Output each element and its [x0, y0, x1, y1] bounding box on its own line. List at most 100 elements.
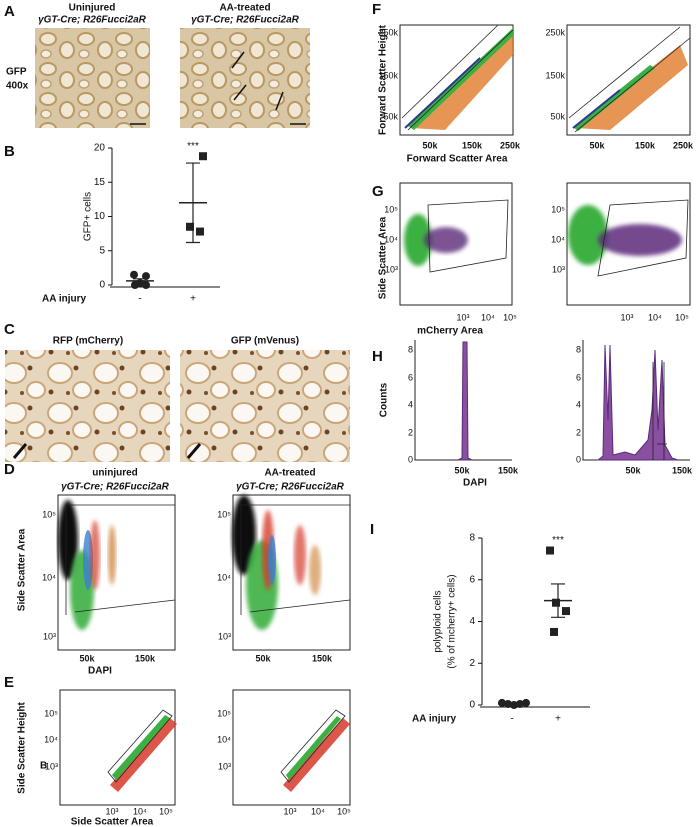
- axis-label: (% of mcherry+ cells): [447, 574, 458, 668]
- axis-label: AA injury: [42, 294, 87, 305]
- flow-plot: [566, 24, 691, 136]
- y-tick-label: 0: [576, 454, 581, 464]
- y-tick-label: 8: [576, 344, 581, 354]
- y-tick-label: 50k: [550, 111, 565, 121]
- x-tick-label: 150k: [312, 653, 333, 663]
- data-point: [498, 698, 506, 707]
- y-tick-label: 10⁴: [551, 234, 565, 244]
- y-tick-label: 10³: [45, 761, 58, 771]
- genotype: γGT-Cre; R26Fucci2aR: [61, 482, 170, 493]
- data-point: [546, 546, 554, 555]
- error-bar: [133, 278, 147, 284]
- flow-plot: [566, 182, 691, 306]
- x-tick-label: 10³: [283, 806, 296, 816]
- panel-label: F: [372, 1, 381, 18]
- axis-label: GFP+ cells: [83, 192, 94, 241]
- y-tick-label: 4: [408, 399, 413, 409]
- x-tick-label: -: [138, 294, 141, 305]
- y-tick-label: 10³: [218, 631, 231, 641]
- y-tick-label: 50k: [383, 111, 398, 121]
- y-tick-label: 150k: [545, 70, 565, 80]
- x-tick-label: 50k: [255, 653, 271, 663]
- data-point: [186, 222, 194, 231]
- y-tick-label: 8: [408, 344, 413, 354]
- panel-label: B: [4, 143, 15, 160]
- panel-label: I: [370, 521, 374, 538]
- x-tick-label: 150k: [672, 465, 693, 475]
- axis-label: DAPI: [88, 666, 112, 677]
- y-tick-label: 8: [469, 533, 475, 544]
- y-tick-label: 10⁵: [44, 708, 58, 718]
- x-tick-label: 10³: [105, 806, 118, 816]
- histogram: [582, 340, 690, 461]
- x-tick-label: 10⁵: [675, 312, 689, 322]
- panel-label: A: [4, 3, 15, 20]
- y-tick-label: 10³: [218, 761, 231, 771]
- arrows: [130, 51, 306, 125]
- y-tick-label: 10: [94, 211, 106, 222]
- flow-plot: [232, 494, 351, 651]
- panel-label: H: [372, 348, 383, 365]
- flow-plot: [59, 689, 177, 806]
- y-tick-label: 6: [469, 574, 475, 585]
- y-tick-label: 2: [576, 427, 581, 437]
- data-point: [142, 281, 150, 289]
- y-tick-label: 10⁴: [44, 734, 58, 744]
- y-tick-label: 10³: [552, 264, 565, 274]
- stain-label: GFP: [6, 67, 27, 78]
- x-tick-label: 250k: [500, 140, 521, 150]
- data-point: [550, 627, 558, 636]
- data-point: [562, 607, 570, 616]
- image-title: AA-treated: [219, 3, 270, 14]
- data-point: [130, 270, 138, 279]
- y-tick-label: 10⁵: [217, 509, 231, 519]
- x-tick-label: 150k: [635, 140, 656, 150]
- x-tick-label: 150k: [135, 653, 156, 663]
- micrograph: [35, 28, 150, 128]
- x-tick-label: 10⁵: [159, 806, 173, 816]
- flow-plot: [399, 24, 514, 136]
- x-tick-label: 10⁴: [133, 806, 147, 816]
- y-tick-label: 6: [408, 372, 413, 382]
- x-tick-label: 10⁵: [503, 312, 517, 322]
- y-tick-label: 10⁵: [551, 204, 565, 214]
- x-tick-label: 50k: [589, 140, 605, 150]
- x-tick-label: 10⁴: [481, 312, 495, 322]
- arrows: [12, 443, 202, 459]
- x-tick-label: 150k: [462, 140, 483, 150]
- x-tick-label: 10³: [456, 312, 469, 322]
- image-title: RFP (mCherry): [53, 336, 123, 347]
- genotype: γGT-Cre; R26Fucci2aR: [191, 15, 300, 26]
- y-tick-label: 150k: [378, 70, 398, 80]
- y-tick-label: 10³: [43, 631, 56, 641]
- micrograph: [5, 350, 170, 462]
- panel-label: E: [4, 674, 14, 691]
- axis-note: B: [40, 761, 47, 772]
- x-tick-label: 50k: [79, 653, 95, 663]
- genotype: γGT-Cre; R26Fucci2aR: [236, 482, 345, 493]
- x-tick-label: 250k: [673, 140, 694, 150]
- y-tick-label: 4: [576, 399, 581, 409]
- axis-label: Side Scatter Area: [378, 216, 389, 299]
- y-tick-label: 6: [576, 372, 581, 382]
- x-tick-label: 10⁴: [311, 806, 325, 816]
- axis-label: polyploid cells: [433, 590, 444, 652]
- axis-label: Forward Scatter Height: [378, 24, 389, 135]
- data-point: [196, 227, 204, 236]
- error-bar: [551, 583, 565, 618]
- image-title: GFP (mVenus): [231, 336, 299, 347]
- plot-title: AA-treated: [264, 468, 315, 479]
- y-tick-label: 10⁴: [217, 572, 231, 582]
- flow-plot: [232, 689, 351, 806]
- genotype: γGT-Cre; R26Fucci2aR: [38, 15, 147, 26]
- y-tick-label: 250k: [378, 27, 398, 37]
- flow-plot: [57, 494, 176, 651]
- x-tick-label: 50k: [454, 465, 470, 475]
- y-tick-label: 250k: [545, 27, 565, 37]
- x-tick-label: 50k: [625, 465, 641, 475]
- plot-title: uninjured: [92, 468, 138, 479]
- axis-label: Forward Scatter Area: [407, 154, 508, 165]
- x-tick-label: -: [510, 714, 513, 725]
- axis-label: Side Scatter Area: [17, 528, 28, 611]
